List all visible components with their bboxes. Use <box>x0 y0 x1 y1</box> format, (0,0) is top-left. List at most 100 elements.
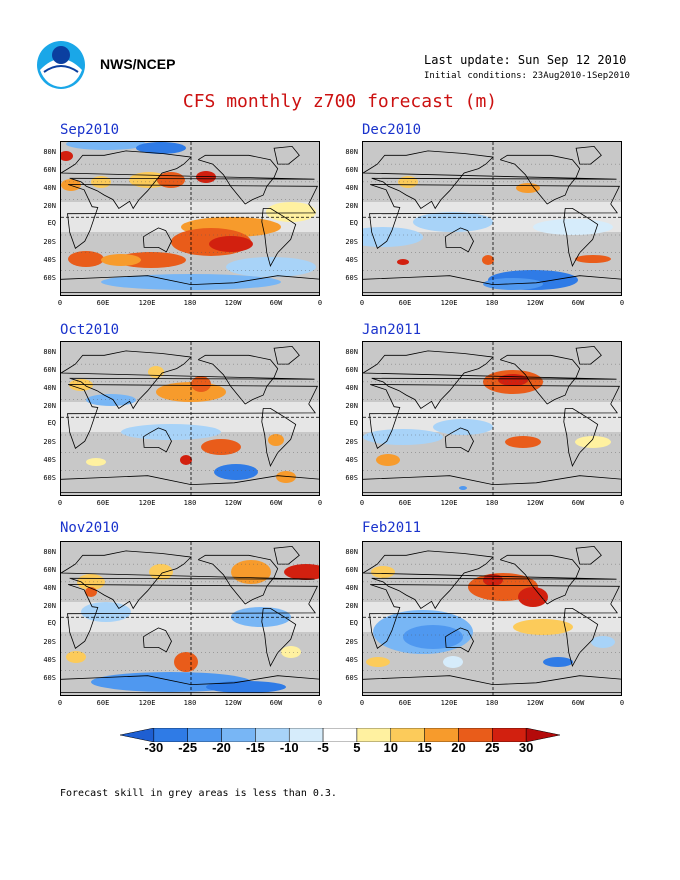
anomaly-region <box>376 454 400 466</box>
lat-label: 60N <box>43 566 56 574</box>
lat-label: 80N <box>345 148 358 156</box>
lon-label: 120E <box>440 299 458 307</box>
lon-label: 60E <box>96 499 110 507</box>
anomaly-region <box>498 374 528 386</box>
lon-label: 60W <box>571 499 585 507</box>
panel-title: Dec2010 <box>362 122 422 138</box>
coastline <box>363 475 621 494</box>
anomaly-region <box>433 419 493 435</box>
panel-title: Jan2011 <box>362 322 422 338</box>
coastline <box>444 627 474 653</box>
coastline <box>197 354 279 405</box>
anomaly-region <box>231 560 271 584</box>
lat-label: 20S <box>345 638 358 646</box>
lon-label: 0 <box>359 299 365 307</box>
lat-label: 60S <box>345 674 358 682</box>
lon-label: 180 <box>485 699 499 707</box>
anomaly-region <box>209 236 253 252</box>
coastline <box>197 154 279 205</box>
lat-label: 40N <box>43 184 56 192</box>
anomaly-region <box>148 366 164 378</box>
lon-label: 0 <box>359 699 365 707</box>
lon-label: 120W <box>526 299 544 307</box>
panel-title: Feb2011 <box>362 520 422 536</box>
anomaly-region <box>397 259 409 265</box>
anomaly-region <box>180 455 192 465</box>
lon-label: 120W <box>224 299 242 307</box>
anomaly-region <box>66 142 146 150</box>
colorbar-swatch <box>525 727 561 743</box>
lon-label: 60W <box>269 499 283 507</box>
anomaly-region <box>366 657 390 667</box>
lon-label: 0 <box>57 699 63 707</box>
anomaly-region <box>226 257 316 277</box>
lat-label: 40N <box>43 584 56 592</box>
lon-label: 0 <box>619 499 625 507</box>
colorbar-label: -30 <box>144 740 164 755</box>
lat-label: 20N <box>43 402 56 410</box>
lon-label: 120E <box>440 699 458 707</box>
coastline <box>61 675 319 694</box>
colorbar-label: 10 <box>383 740 398 755</box>
lon-label: 180 <box>485 299 499 307</box>
coastline <box>61 550 315 610</box>
lat-label: 40N <box>345 184 358 192</box>
anomaly-region <box>533 219 613 235</box>
lat-label: 60S <box>345 474 358 482</box>
anomaly-region <box>266 202 316 222</box>
lon-label: 0 <box>619 299 625 307</box>
lat-label: EQ <box>47 219 56 227</box>
coastline <box>444 227 474 253</box>
coastline <box>575 345 602 365</box>
colorbar-label: 20 <box>451 740 466 755</box>
coastline <box>363 275 621 294</box>
lat-label: 20N <box>345 602 358 610</box>
anomaly-region <box>513 619 573 635</box>
lon-label: 60E <box>398 499 412 507</box>
coastline <box>142 227 172 253</box>
anomaly-region <box>69 379 93 391</box>
anomaly-region <box>61 151 73 161</box>
lat-label: 40S <box>345 656 358 664</box>
anomaly-region <box>516 183 540 193</box>
lat-label: 60N <box>43 166 56 174</box>
anomaly-region <box>101 254 141 266</box>
lon-label: 120E <box>138 499 156 507</box>
lat-label: 60S <box>43 674 56 682</box>
coastline <box>369 584 621 649</box>
forecast-map <box>60 341 320 496</box>
anomaly-region <box>214 464 258 480</box>
anomaly-region <box>363 429 443 445</box>
initial-conditions-text: Initial conditions: 23Aug2010-1Sep2010 <box>424 71 630 81</box>
lon-label: 60W <box>571 699 585 707</box>
lat-label: 40S <box>43 456 56 464</box>
colorbar-label: 30 <box>518 740 534 755</box>
lat-label: 40S <box>345 456 358 464</box>
lon-label: 180 <box>183 699 197 707</box>
colorbar-label: 15 <box>417 740 432 755</box>
coastline <box>67 184 319 249</box>
lon-label: 0 <box>317 699 323 707</box>
lon-label: 0 <box>317 499 323 507</box>
coastline <box>575 145 602 165</box>
anomaly-region <box>66 651 86 663</box>
colorbar-label: 25 <box>485 740 500 755</box>
coastline <box>273 145 300 165</box>
coastline <box>575 545 602 565</box>
anomaly-region <box>149 564 173 580</box>
lat-label: EQ <box>47 419 56 427</box>
coastline <box>363 350 617 410</box>
anomaly-region <box>443 656 463 668</box>
coastline <box>197 554 279 605</box>
lat-label: 20S <box>43 438 56 446</box>
anomaly-region <box>191 376 211 392</box>
panel-title: Nov2010 <box>60 520 120 536</box>
colorbar-label: -25 <box>178 740 198 755</box>
coastline <box>142 627 172 653</box>
lat-label: EQ <box>349 619 358 627</box>
anomaly-region <box>518 587 548 607</box>
lat-label: 60N <box>345 366 358 374</box>
lat-label: 60N <box>345 166 358 174</box>
anomaly-region <box>591 636 615 648</box>
noaa-logo <box>36 40 86 90</box>
